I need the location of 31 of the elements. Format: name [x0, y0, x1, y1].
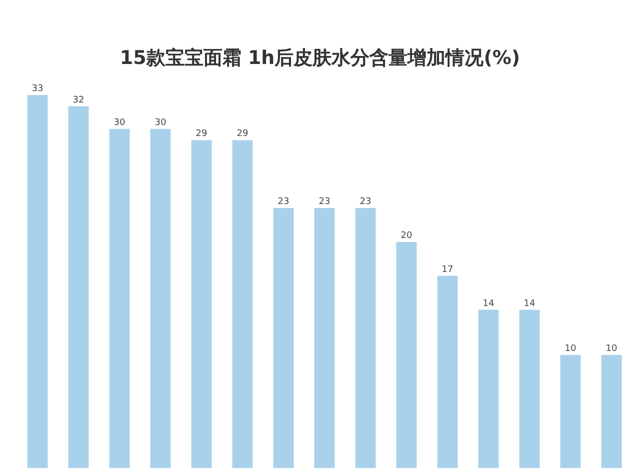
- data-label: 29: [236, 129, 248, 140]
- bar: [478, 310, 499, 468]
- bar: [232, 140, 253, 468]
- bar: [437, 276, 458, 468]
- bar: [560, 354, 581, 468]
- data-label: 30: [154, 118, 166, 128]
- data-label: 17: [442, 264, 454, 275]
- data-label: 29: [196, 129, 208, 140]
- data-label: 23: [360, 197, 372, 208]
- data-label: 33: [32, 84, 44, 94]
- data-label: 23: [318, 197, 330, 208]
- data-label: 14: [524, 298, 536, 309]
- bar: [27, 95, 48, 468]
- bar: [273, 208, 294, 468]
- data-label: 10: [564, 344, 576, 354]
- data-label: 32: [72, 95, 84, 106]
- bar: [109, 128, 130, 468]
- bar: [68, 106, 89, 468]
- bar: [355, 208, 376, 468]
- data-label: 23: [278, 197, 290, 208]
- data-label: 20: [400, 230, 412, 241]
- bar: [519, 310, 540, 468]
- bar: [314, 208, 335, 468]
- data-label: 30: [114, 118, 126, 128]
- chart-title: 15款宝宝面霜 1h后皮肤水分含量增加情况(%): [120, 47, 520, 69]
- bar: [601, 354, 622, 468]
- bar: [191, 140, 212, 468]
- bar: [150, 128, 171, 468]
- data-label: 10: [606, 344, 618, 354]
- data-label: 14: [482, 298, 494, 309]
- bar: [396, 242, 417, 468]
